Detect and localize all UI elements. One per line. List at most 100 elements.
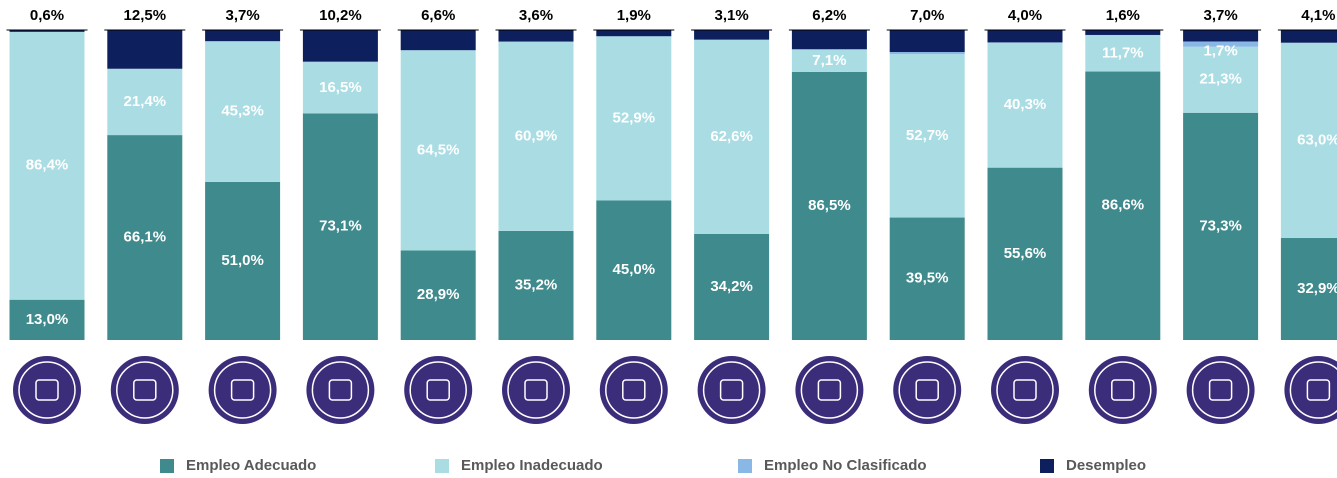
bar-segment xyxy=(987,167,1063,340)
bar-segment xyxy=(889,217,965,340)
bar-segment xyxy=(1280,30,1337,43)
data-label: 66,1% xyxy=(124,229,167,246)
data-label: 34,2% xyxy=(710,278,753,295)
bar-segment xyxy=(9,299,85,340)
sector-icon-ring xyxy=(605,361,663,419)
bar-segment xyxy=(889,52,965,55)
sector-icon-glyph xyxy=(1306,379,1331,401)
data-label: 3,1% xyxy=(714,7,748,24)
bar-segment xyxy=(791,71,867,340)
data-label: 0,0% xyxy=(30,15,64,32)
data-label: 51,0% xyxy=(221,252,264,269)
sector-icon xyxy=(893,356,962,424)
sector-icon-ring xyxy=(18,361,76,419)
sector-icon-glyph xyxy=(1111,379,1135,401)
bar-segment xyxy=(694,30,770,40)
bar-segment xyxy=(791,49,867,50)
bar-segment xyxy=(205,41,281,182)
legend-label: Desempleo xyxy=(1066,457,1146,474)
bar-segment xyxy=(791,30,867,50)
bar-segment xyxy=(107,30,183,69)
data-label: 40,3% xyxy=(1004,96,1047,113)
sector-icon-glyph xyxy=(1013,379,1037,401)
data-label: 4,0% xyxy=(1008,7,1042,24)
sector-icon-ring xyxy=(116,361,174,419)
bar-segment xyxy=(400,50,476,251)
bar-segment xyxy=(498,230,574,340)
legend-swatch xyxy=(1040,459,1054,473)
sector-icon xyxy=(697,356,766,424)
data-label: 62,6% xyxy=(710,128,753,145)
bar-segment xyxy=(694,233,770,340)
bar-segment xyxy=(1183,30,1259,42)
data-label: 21,3% xyxy=(1199,71,1242,88)
sector-icon xyxy=(306,356,375,424)
sector-icon xyxy=(502,356,570,424)
data-label: 52,7% xyxy=(906,127,949,144)
legend-label: Empleo Adecuado xyxy=(186,457,316,474)
legend-label: Empleo No Clasificado xyxy=(764,457,927,474)
bar-segment xyxy=(1183,41,1259,47)
data-label: 1,6% xyxy=(1106,7,1140,24)
sector-icon-glyph xyxy=(817,379,842,401)
legend-label: Empleo Inadecuado xyxy=(461,457,603,474)
data-label: 6,2% xyxy=(812,7,846,24)
data-label: 73,1% xyxy=(319,218,362,235)
data-label: 21,4% xyxy=(124,93,167,110)
bar-segment xyxy=(791,49,867,72)
bar-segment xyxy=(302,62,378,114)
sector-icon-ring xyxy=(311,361,370,419)
bar-segment xyxy=(1085,35,1161,72)
bar-segment xyxy=(596,30,672,37)
sector-icon xyxy=(1284,356,1337,424)
bar-segment xyxy=(400,250,476,340)
bar-segment xyxy=(1280,42,1337,239)
data-label: 3,7% xyxy=(225,7,259,24)
sector-icon-glyph xyxy=(524,379,548,401)
data-label: 63,0% xyxy=(1297,131,1337,148)
data-label: 0,6% xyxy=(30,7,64,24)
bar-segment xyxy=(9,31,85,300)
bar-segment xyxy=(987,30,1063,43)
legend-swatch xyxy=(738,459,752,473)
sector-icon-ring xyxy=(213,361,272,419)
bar-segment xyxy=(302,30,378,62)
data-label: 45,0% xyxy=(613,261,656,278)
legend-swatch xyxy=(435,459,449,473)
data-label: 7,0% xyxy=(910,7,944,24)
sector-icon-ring xyxy=(702,361,761,419)
sector-icon-ring xyxy=(800,361,859,419)
data-label: 45,3% xyxy=(221,103,264,120)
bar-segment xyxy=(107,68,183,136)
bar-segment xyxy=(596,200,672,340)
sector-icon-ring xyxy=(1289,361,1337,419)
sector-icon xyxy=(110,356,179,424)
data-label: 64,5% xyxy=(417,141,460,158)
bar-segment xyxy=(1085,30,1161,35)
sector-icon-ring xyxy=(1191,361,1250,419)
bar-segment xyxy=(498,41,574,43)
data-label: 12,5% xyxy=(124,7,167,24)
data-label: 13,0% xyxy=(26,311,69,328)
sector-icon-ring xyxy=(1094,361,1152,419)
sector-icon-glyph xyxy=(915,379,939,401)
sector-icon-ring xyxy=(898,361,956,419)
bar-segment xyxy=(498,42,574,231)
sector-icon xyxy=(404,356,473,424)
bar-segment xyxy=(302,113,378,340)
bar-segment xyxy=(1085,71,1161,340)
bar-segment xyxy=(1183,46,1259,113)
data-label: 55,6% xyxy=(1004,245,1047,262)
bar-segment xyxy=(107,135,183,340)
data-label: 52,9% xyxy=(613,109,656,126)
data-label: 86,6% xyxy=(1102,197,1145,214)
bar-segment xyxy=(400,29,476,51)
data-label: 35,2% xyxy=(515,276,558,293)
bar-segment xyxy=(1183,112,1259,341)
data-label: 28,9% xyxy=(417,286,460,303)
legend-swatch xyxy=(160,459,174,473)
data-label: 60,9% xyxy=(515,127,558,144)
bar-segment xyxy=(596,36,672,201)
data-label: 11,7% xyxy=(1102,44,1144,61)
bar-segment xyxy=(1280,238,1337,340)
